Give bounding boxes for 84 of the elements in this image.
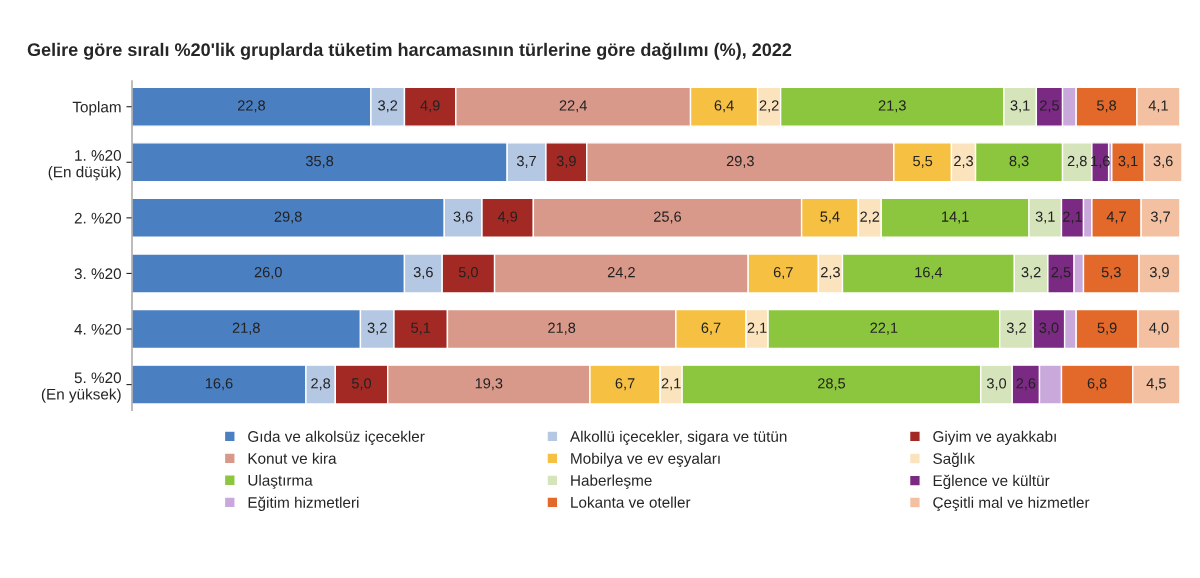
data-label: 3,7 [516, 155, 536, 168]
data-label: 6,7 [773, 267, 793, 280]
data-label: 3,2 [367, 322, 387, 335]
data-label: 3,1 [1118, 155, 1138, 168]
legend-label: Gıda ve alkolsüz içecekler [248, 430, 425, 446]
data-label: 2,8 [311, 378, 331, 391]
legend-label: Ulaştırma [248, 474, 313, 489]
data-label: 5,8 [1097, 100, 1117, 113]
data-label: 2,6 [1016, 378, 1036, 391]
data-label: 35,8 [305, 155, 334, 168]
data-label: 3,1 [1035, 211, 1055, 224]
legend-label: Eğlence ve kültür [933, 474, 1050, 490]
data-label: 22,1 [870, 322, 898, 335]
data-label: 21,8 [548, 322, 576, 335]
data-label: 8,3 [1009, 155, 1029, 168]
data-label: 3,9 [1149, 267, 1169, 280]
data-label: 6,4 [714, 100, 734, 113]
data-label: 4,0 [1149, 322, 1169, 335]
data-label: 19,3 [475, 378, 503, 391]
data-label: 2,2 [759, 100, 779, 113]
legend-label: Mobilya ve ev eşyaları [571, 452, 720, 467]
data-label: 2,8 [1067, 155, 1087, 168]
data-label: 2,2 [860, 211, 880, 224]
data-label: 22,8 [238, 100, 266, 113]
data-label: 24,2 [607, 267, 635, 280]
data-label: 2,3 [954, 155, 974, 168]
y-tick-label: 2. %20 [74, 212, 121, 224]
data-label: 6,7 [701, 322, 721, 335]
data-label: 4,9 [497, 211, 518, 224]
data-label: 3,1 [1010, 100, 1030, 113]
y-tick-label: 5. %20 (En yüksek) [41, 372, 121, 403]
data-label: 3,0 [1039, 322, 1059, 335]
legend-label: Konut ve kira [248, 452, 337, 464]
data-label: 16,4 [915, 267, 943, 280]
data-label: 2,1 [1063, 211, 1082, 224]
data-label: 5,9 [1097, 322, 1117, 335]
data-label: 21,8 [232, 322, 260, 335]
data-label: 2,1 [747, 322, 767, 335]
data-label: 3,2 [1021, 267, 1041, 280]
data-label: 4,5 [1146, 378, 1166, 391]
data-label: 6,7 [615, 378, 635, 391]
data-label: 3,2 [378, 100, 398, 113]
y-tick-label: Toplam [72, 101, 121, 116]
data-label: 3,2 [1006, 322, 1026, 335]
legend-label: Giyim ve ayakkabı [933, 430, 1056, 445]
legend-label: Sağlık [933, 452, 975, 468]
data-label: 22,4 [559, 100, 587, 113]
data-label: 3,6 [1153, 155, 1173, 168]
legend-label: Eğitim hizmetleri [248, 496, 359, 511]
data-label: 3,7 [1150, 211, 1170, 224]
data-label: 5,1 [411, 322, 431, 335]
data-label: 16,6 [205, 378, 233, 391]
legend-label: Haberleşme [571, 474, 652, 489]
data-label: 29,3 [726, 155, 754, 168]
legend-label: Çeşitli mal ve hizmetler [933, 496, 1090, 512]
data-label: 5,0 [458, 267, 478, 280]
data-label: 29,8 [274, 211, 302, 224]
legend-label: Alkollü içecekler, sigara ve tütün [570, 430, 787, 446]
y-tick-label: 3. %20 [74, 268, 121, 280]
data-label: 5,4 [820, 211, 840, 224]
data-label: 28,5 [818, 378, 846, 391]
data-label: 3,6 [453, 211, 473, 224]
data-label: 26,0 [254, 267, 282, 280]
data-label: 4,9 [420, 100, 440, 113]
data-label: 14,1 [942, 211, 969, 224]
data-label: 2,3 [821, 267, 840, 280]
data-label: 5,0 [351, 378, 372, 391]
y-tick-label: 1. %20 (En düşük) [48, 150, 121, 181]
data-label: 25,6 [654, 211, 682, 224]
data-label: 2,1 [661, 378, 681, 391]
y-tick-label: 4. %20 [74, 323, 121, 335]
data-label: 5,5 [913, 156, 933, 168]
data-label: 21,3 [878, 100, 906, 113]
data-label: 4,7 [1106, 211, 1126, 224]
data-label: 3,0 [986, 378, 1007, 391]
data-label: 3,9 [556, 155, 576, 168]
legend-label: Lokanta ve oteller [571, 496, 691, 508]
data-label: 2,5 [1040, 100, 1059, 113]
data-label: 5,3 [1101, 267, 1121, 280]
chart-title: Gelire göre sıralı %20'lik gruplarda tüketim harcamasının türlerine göre dağılımı (%), 2022 [27, 42, 792, 60]
data-label: 2,5 [1051, 267, 1071, 280]
data-label: 6,8 [1087, 378, 1107, 391]
data-label: 4,1 [1148, 100, 1168, 113]
data-label: 3,6 [413, 267, 433, 280]
